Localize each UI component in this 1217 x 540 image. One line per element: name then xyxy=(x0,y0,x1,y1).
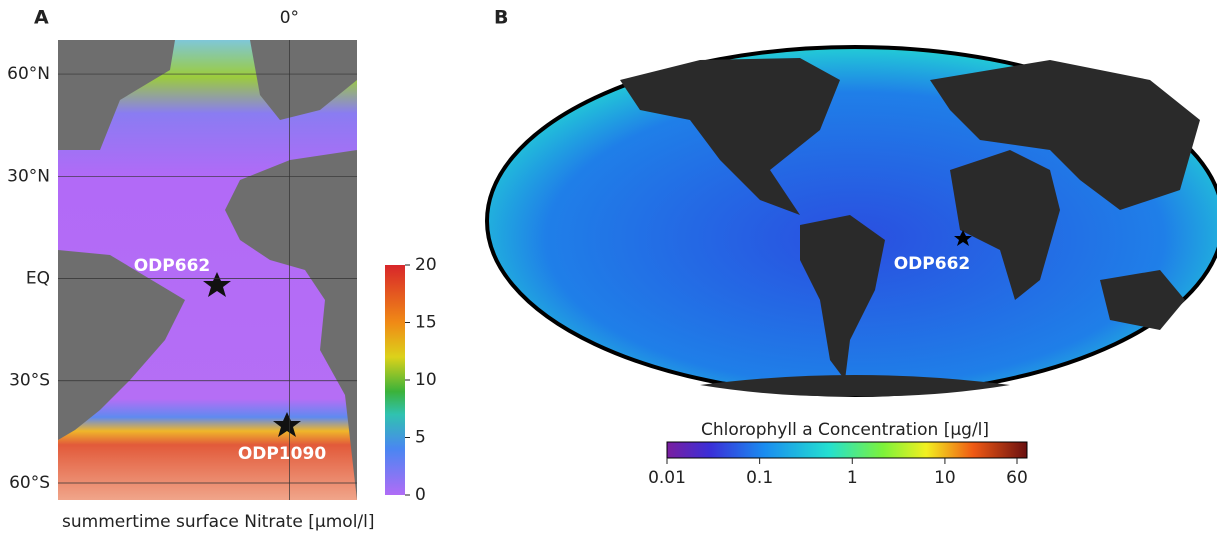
colorbar-tick-label: 0.01 xyxy=(648,468,686,488)
colorbar-tick-label: 15 xyxy=(415,313,437,333)
colorbar-tick-label: 10 xyxy=(934,468,956,488)
colorbar-tick-label: 1 xyxy=(847,468,858,488)
site-marker xyxy=(273,412,301,437)
site-marker xyxy=(954,230,972,246)
lat-label: 30°N xyxy=(7,166,50,186)
lat-label: 60°S xyxy=(9,473,50,493)
colorbar-tick-label: 0 xyxy=(415,485,426,505)
land xyxy=(250,40,357,120)
panel-letter: B xyxy=(494,7,508,29)
lon-label: 0° xyxy=(280,8,299,28)
lat-label: 60°N xyxy=(7,64,50,84)
land xyxy=(225,130,357,500)
land xyxy=(1100,270,1185,330)
chlorophyll-map: ODP662 xyxy=(485,45,1217,397)
site-marker xyxy=(203,272,231,297)
colorbar-tick-label: 10 xyxy=(415,370,437,390)
colorbar xyxy=(385,265,405,495)
nitrate-map xyxy=(58,40,357,500)
land xyxy=(58,250,185,440)
lat-label: 30°S xyxy=(9,371,50,391)
colorbar-tick-label: 0.1 xyxy=(746,468,773,488)
site-label: ODP662 xyxy=(134,256,211,276)
colorbar-label: summertime surface Nitrate [µmol/l] xyxy=(62,512,375,532)
land xyxy=(700,375,1010,397)
colorbar-label: Chlorophyll a Concentration [µg/l] xyxy=(701,420,989,440)
land xyxy=(800,215,885,380)
land xyxy=(930,60,1200,210)
colorbar-tick-label: 60 xyxy=(1006,468,1028,488)
colorbar xyxy=(666,441,1028,459)
lat-label: EQ xyxy=(26,269,50,289)
land xyxy=(58,40,175,150)
land xyxy=(620,58,840,215)
map-a-labels: ODP662 ODP1090 xyxy=(134,256,327,464)
site-label: ODP662 xyxy=(894,254,971,274)
land xyxy=(950,150,1060,300)
site-label: ODP1090 xyxy=(238,444,327,464)
colorbar-tick-label: 5 xyxy=(415,428,426,448)
colorbar-tick-label: 20 xyxy=(415,255,437,275)
panel-letter: A xyxy=(34,7,49,29)
